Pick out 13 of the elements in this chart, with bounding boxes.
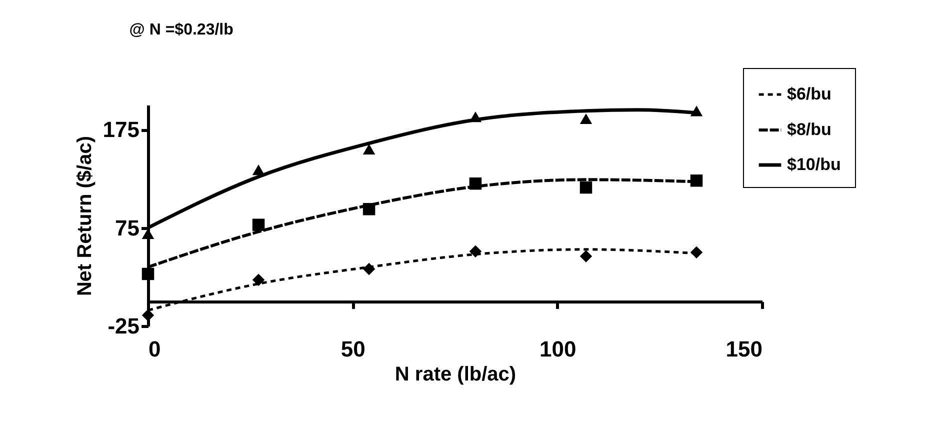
legend-label: $8/bu — [787, 120, 832, 139]
x-tick-label: 100 — [539, 336, 576, 362]
x-axis-title: N rate (lb/ac) — [394, 364, 516, 386]
legend-label: $10/bu — [787, 155, 841, 174]
y-tick-label: 75 — [115, 215, 140, 240]
x-tick-label: 0 — [148, 336, 161, 362]
y-tick-label: 175 — [102, 117, 140, 142]
legend-label: $6/bu — [787, 84, 832, 104]
y-tick-label: -25 — [108, 314, 140, 338]
chart-title: @ N =$0.23/lb — [129, 22, 234, 38]
y-axis-title: Net Return ($/ac) — [74, 136, 96, 296]
x-tick-label: 150 — [726, 336, 762, 362]
x-tick-label: 50 — [340, 336, 366, 362]
